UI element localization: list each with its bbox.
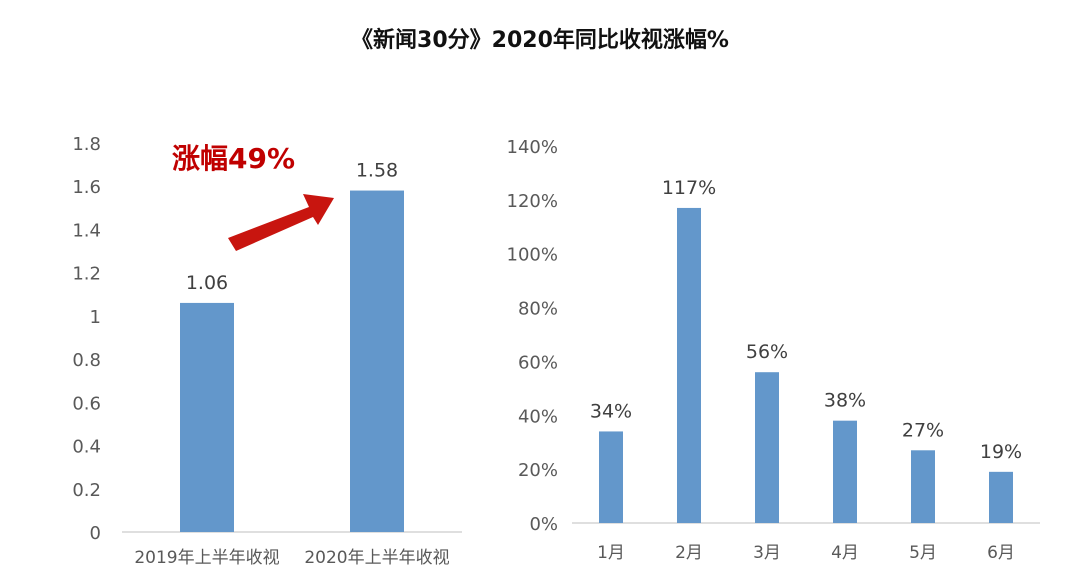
right-y-tick-label: 20% (518, 460, 558, 481)
right-data-label: 117% (662, 177, 716, 199)
left-category-label: 2020年上半年收视 (304, 548, 449, 568)
right-bar (833, 420, 857, 523)
right-bar-chart: 0% 20% 40% 60% 80% 100% 120% 140% 34% 1月 117% 2月 56%… (507, 137, 1040, 563)
left-y-tick-label: 0.8 (72, 350, 101, 371)
right-y-tick-label: 60% (518, 352, 558, 373)
right-bar (599, 431, 623, 523)
right-data-label: 34% (590, 400, 632, 422)
right-category-label: 2月 (675, 543, 703, 563)
right-data-label: 38% (824, 390, 866, 412)
growth-annotation: 涨幅49% (172, 142, 334, 251)
left-bar-chart: 0 0.2 0.4 0.6 0.8 1 1.2 1.4 1.6 1.8 1.06 2019年上半年收视… (72, 134, 462, 568)
right-data-label: 56% (746, 341, 788, 363)
right-category-label: 4月 (831, 543, 859, 563)
left-y-tick-label: 1.6 (72, 177, 101, 198)
right-data-label: 19% (980, 441, 1022, 463)
left-data-label: 1.06 (186, 272, 228, 294)
right-bar (911, 450, 935, 523)
right-y-tick-label: 120% (507, 191, 558, 212)
left-y-tick-label: 0.4 (72, 437, 101, 458)
left-bar (350, 190, 404, 533)
right-y-tick-label: 80% (518, 299, 558, 320)
growth-annotation-label: 涨幅49% (172, 142, 295, 175)
right-category-label: 5月 (909, 543, 937, 563)
right-data-label: 27% (902, 419, 944, 441)
left-y-tick-label: 1.8 (72, 134, 101, 155)
left-y-tick-label: 0 (90, 523, 101, 544)
left-bar (180, 302, 234, 532)
left-y-tick-label: 0.2 (72, 480, 101, 501)
left-y-tick-label: 1 (90, 307, 101, 328)
right-category-label: 1月 (597, 543, 625, 563)
right-bar (677, 207, 701, 523)
right-y-tick-label: 140% (507, 137, 558, 158)
left-category-label: 2019年上半年收视 (134, 548, 279, 568)
left-y-tick-label: 1.4 (72, 220, 101, 241)
left-y-tick-label: 1.2 (72, 264, 101, 285)
left-data-label: 1.58 (356, 160, 398, 182)
right-bar (755, 372, 779, 523)
right-y-tick-label: 40% (518, 406, 558, 427)
right-y-tick-label: 100% (507, 245, 558, 266)
chart-title: 《新闻30分》2020年同比收视涨幅% (351, 28, 729, 53)
right-bar (989, 471, 1013, 523)
right-category-label: 3月 (753, 543, 781, 563)
growth-arrow-icon (228, 194, 334, 251)
right-category-label: 6月 (987, 543, 1015, 563)
left-y-tick-label: 0.6 (72, 393, 101, 414)
right-y-tick-label: 0% (529, 514, 558, 535)
